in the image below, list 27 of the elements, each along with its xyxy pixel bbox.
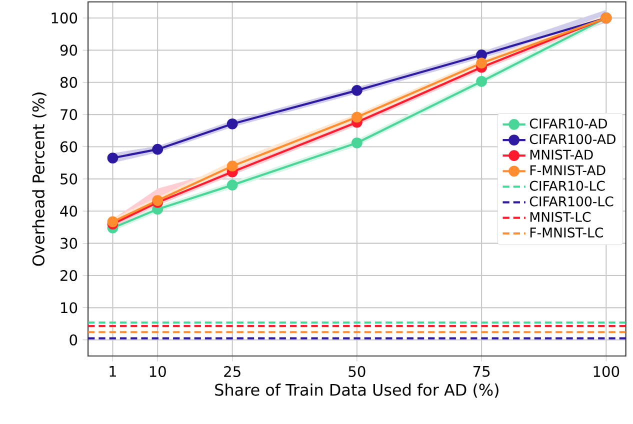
legend-label: MNIST-AD	[530, 150, 593, 160]
x-tick-label: 25	[224, 366, 240, 378]
y-tick-label: 80	[60, 76, 78, 88]
legend-label: F-MNIST-AD	[530, 165, 606, 176]
x-axis-title: Share of Train Data Used for AD (%)	[215, 384, 498, 398]
x-tick-label: 75	[473, 366, 490, 377]
x-tick-label: 10	[150, 366, 166, 378]
y-tick-label: 0	[70, 334, 78, 346]
x-tick-label: 1	[110, 366, 116, 377]
x-tick-label: 50	[348, 366, 366, 378]
y-tick-label: 100	[52, 12, 78, 24]
y-tick-label: 30	[60, 238, 78, 249]
y-tick-label: 40	[60, 206, 78, 217]
y-tick-label: 70	[60, 109, 78, 120]
legend-label: CIFAR100-AD	[530, 134, 616, 144]
x-tick-label: 100	[594, 366, 620, 378]
y-tick-label: 10	[61, 302, 78, 314]
y-tick-label: 20	[60, 270, 78, 282]
legend-label: MNIST-LC	[530, 212, 591, 222]
y-tick-label: 90	[60, 44, 78, 56]
legend-label: CIFAR100-LC	[530, 196, 614, 206]
legend-label: F-MNIST-LC	[530, 227, 603, 238]
y-tick-label: 50	[60, 173, 78, 184]
y-axis-title: Overhead Percent (%)	[32, 92, 46, 266]
legend-label: CIFAR10-AD	[530, 118, 608, 129]
y-tick-label: 60	[60, 141, 78, 152]
legend-label: CIFAR10-LC	[530, 180, 605, 191]
